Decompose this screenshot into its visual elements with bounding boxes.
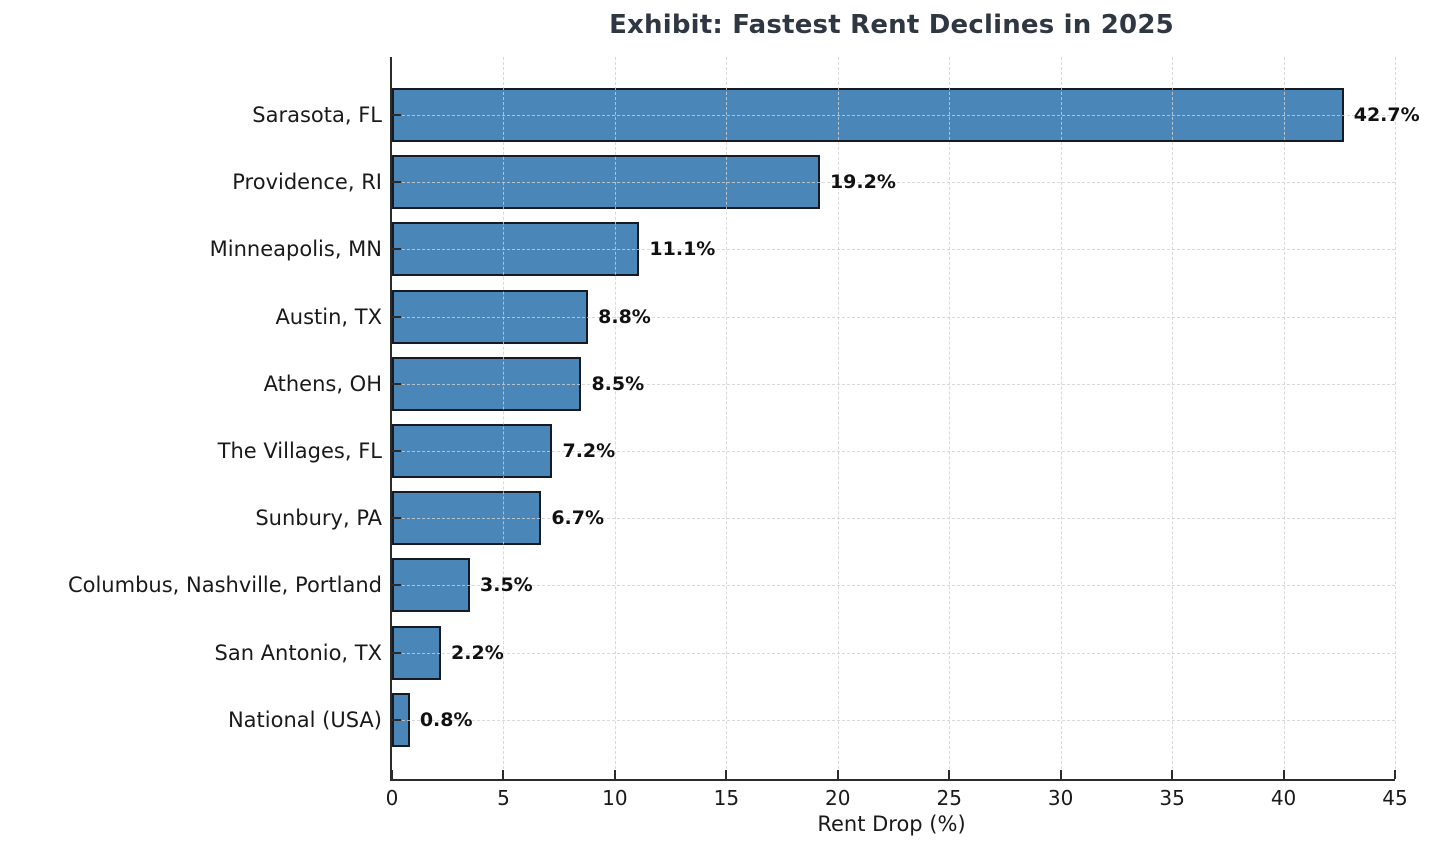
- x-tick-label: 20: [825, 786, 851, 810]
- gridline-vertical: [1395, 57, 1396, 779]
- gridline-horizontal: [392, 182, 1395, 184]
- category-label: Athens, OH: [263, 371, 382, 396]
- value-label: 3.5%: [480, 574, 533, 597]
- y-tick-mark: [392, 248, 401, 251]
- x-tick-label: 5: [497, 786, 510, 810]
- category-label: Austin, TX: [275, 304, 382, 329]
- category-label: Sunbury, PA: [255, 506, 382, 531]
- value-label: 19.2%: [829, 171, 896, 194]
- y-tick-mark: [392, 315, 401, 318]
- x-tick-label: 25: [936, 786, 962, 810]
- value-label: 7.2%: [562, 440, 616, 462]
- category-label: Providence, RI: [232, 170, 382, 195]
- gridline-horizontal: [392, 451, 1395, 452]
- gridline-horizontal: [392, 585, 1395, 587]
- x-tick-mark: [725, 770, 728, 779]
- gridline-vertical: [1172, 57, 1174, 779]
- x-tick-mark: [391, 770, 393, 779]
- gridline-vertical: [503, 57, 505, 779]
- x-tick-label: 10: [602, 786, 628, 810]
- value-label: 8.5%: [591, 372, 645, 395]
- gridline-vertical: [726, 57, 728, 779]
- x-tick-mark: [836, 770, 839, 779]
- chart-title: Exhibit: Fastest Rent Declines in 2025: [609, 10, 1174, 40]
- gridline-vertical: [949, 57, 951, 779]
- gridline-horizontal: [392, 316, 1395, 318]
- x-tick-label: 35: [1159, 786, 1185, 810]
- category-label: Columbus, Nashville, Portland: [67, 573, 382, 598]
- x-tick-mark: [1394, 770, 1396, 779]
- value-label: 8.8%: [598, 305, 651, 328]
- gridline-horizontal: [392, 115, 1395, 116]
- x-tick-mark: [502, 770, 505, 779]
- y-tick-mark: [392, 651, 401, 654]
- gridline-horizontal: [392, 518, 1395, 520]
- gridline-horizontal: [392, 652, 1395, 654]
- gridline-vertical: [614, 57, 616, 779]
- x-tick-label: 45: [1382, 786, 1408, 810]
- gridline-horizontal: [392, 383, 1395, 385]
- category-label: Minneapolis, MN: [209, 237, 382, 262]
- x-tick-mark: [613, 770, 616, 779]
- category-label: Sarasota, FL: [252, 103, 382, 127]
- plot-area: Sarasota, FL 42.7% Providence, RI 19.2% Minn…: [68, 57, 1420, 810]
- x-tick-label: 0: [385, 786, 399, 810]
- value-label: 11.1%: [649, 238, 716, 261]
- gridline-vertical: [1283, 57, 1285, 779]
- category-label: National (USA): [227, 707, 382, 732]
- value-label: 2.2%: [451, 641, 504, 664]
- gridline-horizontal: [392, 249, 1395, 251]
- y-tick-mark: [392, 181, 401, 184]
- x-axis-label: Rent Drop (%): [817, 812, 966, 836]
- y-tick-mark: [392, 450, 401, 452]
- y-tick-mark: [392, 718, 401, 721]
- x-tick-mark: [948, 770, 951, 779]
- category-label: The Villages, FL: [217, 439, 382, 463]
- y-tick-mark: [392, 517, 401, 520]
- value-label: 6.7%: [551, 507, 605, 530]
- gridline-vertical: [837, 57, 839, 779]
- x-tick-mark: [1059, 770, 1062, 779]
- gridline-horizontal: [392, 719, 1395, 721]
- value-label: 42.7%: [1353, 104, 1420, 126]
- x-tick-label: 15: [713, 786, 740, 810]
- y-tick-mark: [392, 114, 401, 116]
- y-tick-mark: [392, 584, 401, 587]
- gridline-vertical: [1060, 57, 1062, 779]
- x-tick-mark: [1282, 770, 1285, 779]
- y-tick-mark: [392, 382, 401, 385]
- x-tick-label: 40: [1270, 786, 1297, 810]
- value-label: 0.8%: [419, 708, 473, 731]
- x-tick-label: 30: [1047, 786, 1074, 810]
- x-tick-mark: [1171, 770, 1174, 779]
- category-label: San Antonio, TX: [214, 640, 383, 665]
